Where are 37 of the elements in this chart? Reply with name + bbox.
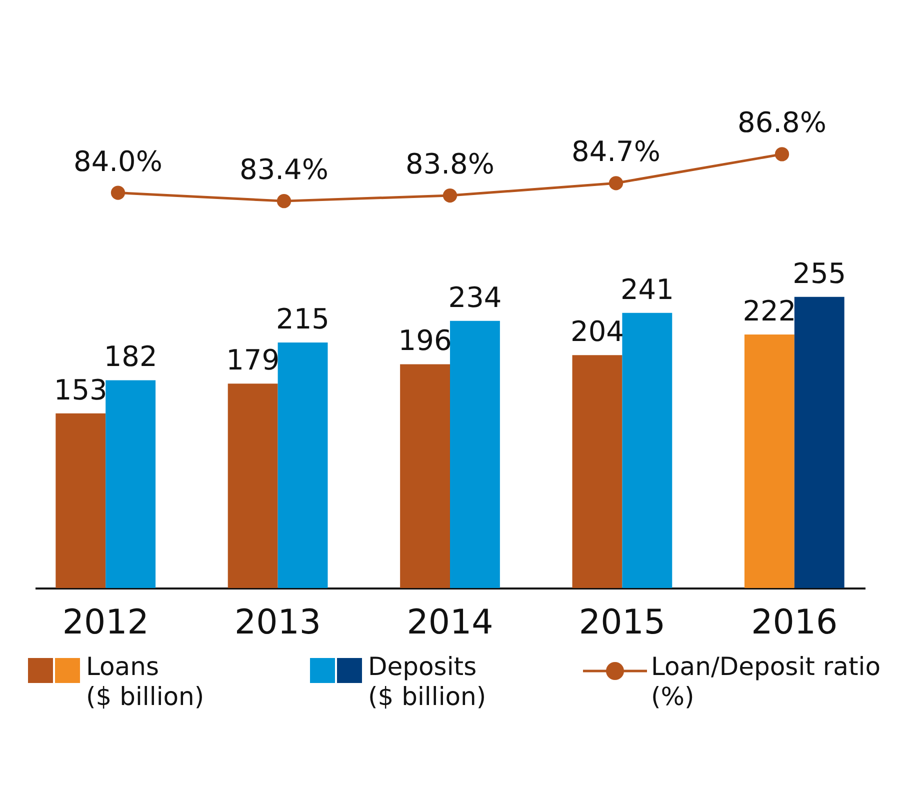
bar <box>572 355 622 588</box>
x-tick-label: 2012 <box>62 602 149 642</box>
x-tick-label: 2015 <box>578 602 666 642</box>
point <box>442 188 458 203</box>
data-label: 83.8% <box>406 148 494 181</box>
bar <box>56 413 106 588</box>
data-label: 196 <box>398 324 452 358</box>
data-label: 234 <box>448 280 502 314</box>
bar <box>228 384 278 588</box>
data-label: 83.4% <box>240 153 328 186</box>
data-label: 86.8% <box>738 106 826 140</box>
data-label: 179 <box>226 344 280 377</box>
point <box>774 147 790 162</box>
data-label: 222 <box>742 294 796 328</box>
point <box>608 176 624 190</box>
bar <box>106 380 156 588</box>
data-label: 153 <box>54 373 108 406</box>
data-label: 182 <box>104 340 158 374</box>
point <box>110 186 126 200</box>
data-label: 84.0% <box>74 144 162 178</box>
point <box>276 194 292 208</box>
legend-label: Loan/Deposit ratio (%) <box>651 652 881 712</box>
bar <box>400 364 450 588</box>
data-label: 241 <box>620 272 674 306</box>
bar <box>744 334 794 588</box>
data-label: 255 <box>792 256 846 290</box>
x-tick-label: 2014 <box>406 602 494 642</box>
data-label: 84.7% <box>572 135 660 168</box>
bar <box>622 312 672 588</box>
data-label: 215 <box>276 302 330 336</box>
bar <box>450 320 500 588</box>
x-tick-label: 2016 <box>751 602 838 642</box>
x-tick-label: 2013 <box>234 602 322 642</box>
legend-label: Loans ($ billion) <box>86 652 204 712</box>
bar <box>278 342 328 588</box>
legend-label: Deposits ($ billion) <box>368 652 486 712</box>
bar <box>794 296 844 588</box>
